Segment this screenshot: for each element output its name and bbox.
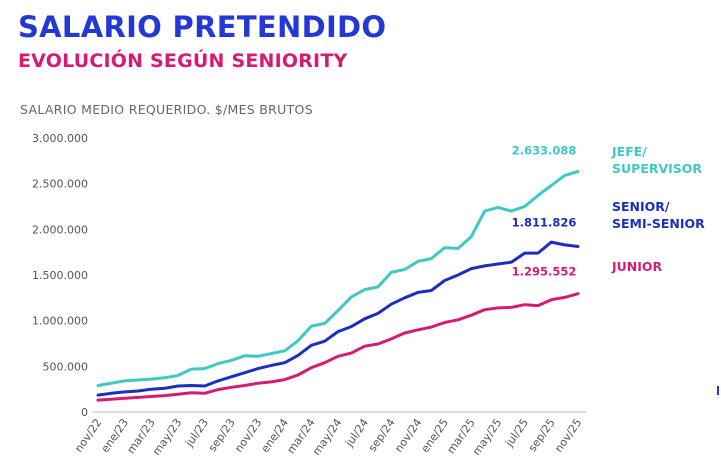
y-tick-label: 1.500.000 [32,269,88,282]
y-axis-title: SALARIO MEDIO REQUERIDO. $/MES BRUTOS [20,102,313,117]
legend-label: SEMI-SENIOR [612,216,705,231]
series-line [96,292,580,402]
legend-label: JUNIOR [611,259,663,274]
edge-mark [717,386,719,395]
end-value-label: 1.811.826 [512,216,577,230]
series-line [96,170,580,387]
end-value-label: 1.295.552 [512,265,577,279]
y-tick-label: 3.000.000 [32,132,88,145]
end-value-label: 2.633.088 [512,144,577,158]
y-tick-label: 500.000 [43,360,89,373]
legend-label: SUPERVISOR [612,161,702,176]
legend-label: SENIOR/ [612,199,670,214]
series-line [96,240,580,397]
chart-subtitle: EVOLUCIÓN SEGÚN SENIORITY [18,50,348,72]
y-tick-label: 1.000.000 [32,315,88,328]
y-tick-label: 2.500.000 [32,178,88,191]
y-tick-label: 2.000.000 [32,223,88,236]
chart-title: SALARIO PRETENDIDO [18,10,387,44]
legend-label: JEFE/ [611,144,647,159]
x-tick-label: nov/25 [552,416,584,455]
y-tick-label: 0 [81,406,88,419]
